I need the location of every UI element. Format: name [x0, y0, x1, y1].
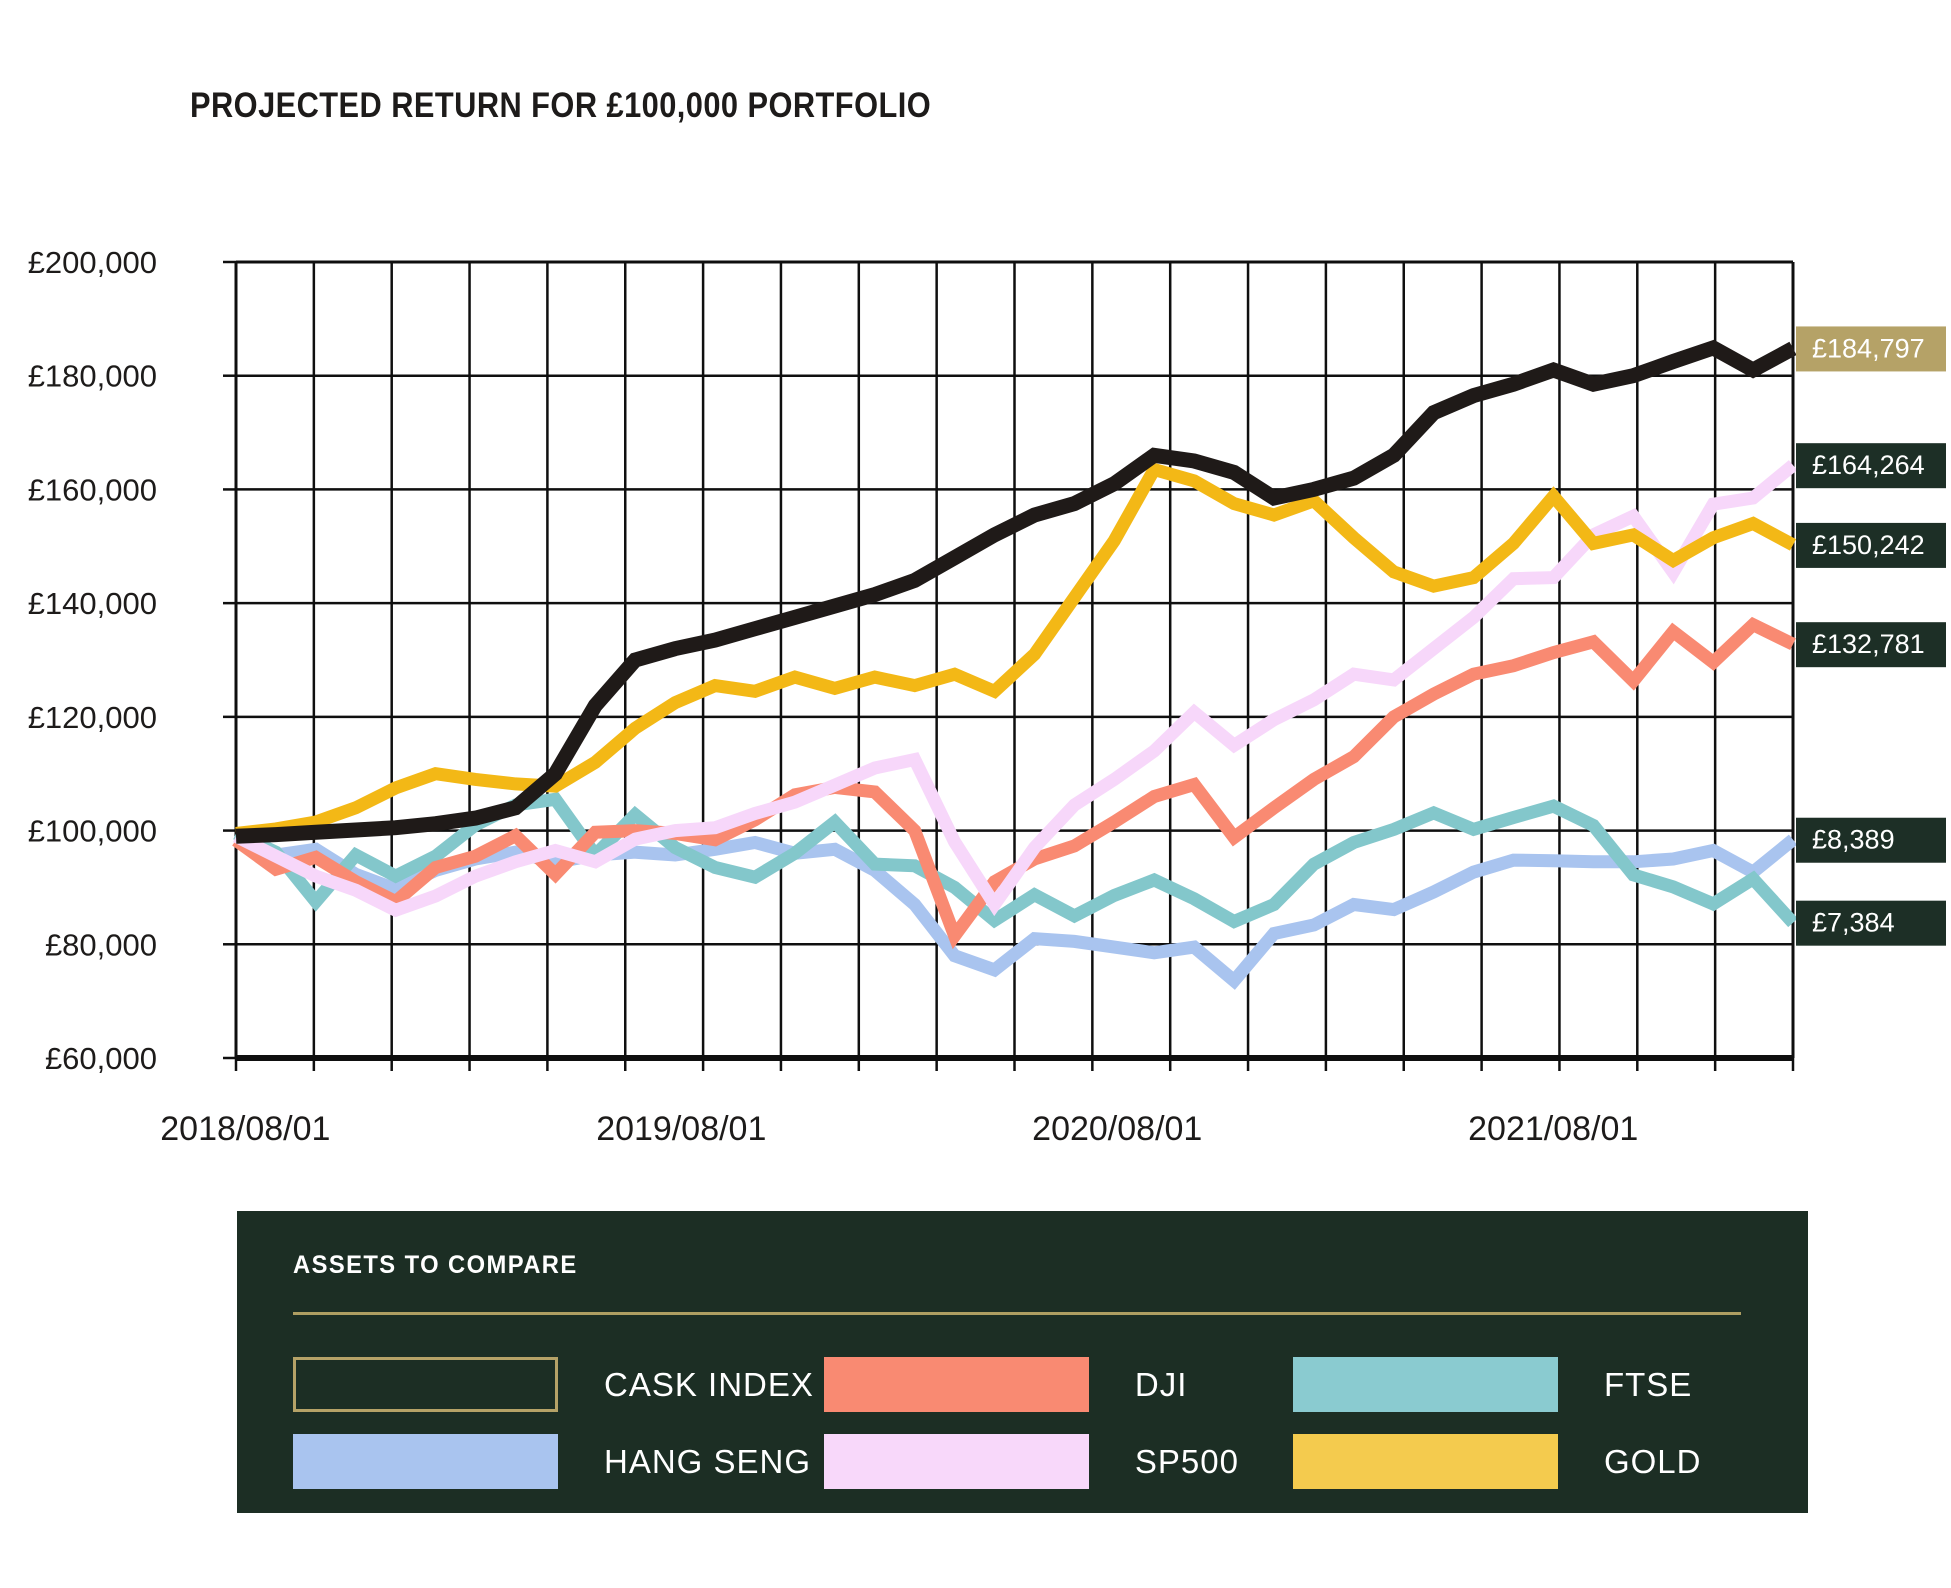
legend-item-dji[interactable]: DJI [823, 1357, 1283, 1412]
legend-item-sp500[interactable]: SP500 [823, 1434, 1283, 1489]
legend-swatch-dji [823, 1357, 1089, 1412]
legend-item-hang-seng[interactable]: HANG SENG [293, 1434, 814, 1489]
series-line-cask-index [235, 339, 1797, 844]
end-label-box-hang-seng [1796, 817, 1946, 863]
x-tick-label: 2021/08/01 [1468, 1110, 1638, 1148]
y-tick-label: £200,000 [28, 245, 157, 280]
end-label-cask-index: £184,797 [1812, 333, 1925, 363]
legend-item-gold[interactable]: GOLD [1292, 1434, 1752, 1489]
series-line-sp500 [233, 460, 1798, 918]
legend-item-ftse[interactable]: FTSE [1292, 1357, 1752, 1412]
legend-swatch-gold [1292, 1434, 1558, 1489]
legend-item-label: GOLD [1603, 1442, 1702, 1480]
x-tick-label: 2019/08/01 [596, 1110, 766, 1148]
legend-item-label: CASK INDEX [604, 1365, 814, 1403]
x-tick-label: 2020/08/01 [1032, 1110, 1202, 1148]
legend-panel: ASSETS TO COMPARE CASK INDEX DJI FTSE HANG … [237, 1211, 1808, 1513]
y-tick-label: £160,000 [28, 472, 157, 507]
y-tick-label: £80,000 [45, 927, 157, 962]
legend-item-label: SP500 [1134, 1442, 1239, 1480]
legend-item-cask-index[interactable]: CASK INDEX [293, 1357, 814, 1412]
legend-item-label: HANG SENG [604, 1442, 812, 1480]
y-tick-label: £140,000 [28, 586, 157, 621]
legend-swatch-cask-index [293, 1357, 558, 1412]
end-label-ftse: £7,384 [1812, 908, 1895, 938]
x-tick-label: 2018/08/01 [160, 1110, 330, 1148]
legend-grid: CASK INDEX DJI FTSE HANG SENG SP500 GOLD [293, 1357, 1752, 1489]
y-tick-label: £120,000 [28, 700, 157, 735]
end-label-box-gold [1796, 522, 1946, 568]
y-tick-label: £100,000 [28, 814, 157, 849]
legend-item-label: FTSE [1603, 1365, 1693, 1403]
legend-swatch-ftse [1292, 1357, 1558, 1412]
series-line-gold [235, 461, 1797, 840]
page-title: PROJECTED RETURN FOR £100,000 PORTFOLIO [190, 86, 932, 125]
legend-item-label: DJI [1134, 1365, 1188, 1403]
end-label-dji: £132,781 [1812, 629, 1925, 659]
legend-swatch-hang-seng [293, 1434, 558, 1489]
y-tick-label: £180,000 [28, 359, 157, 394]
legend-swatch-sp500 [823, 1434, 1089, 1489]
end-label-gold: £150,242 [1812, 530, 1925, 560]
legend-divider [293, 1312, 1741, 1315]
portfolio-chart: £200,000 £180,000 £160,000 £140,000 £120,000… [28, 245, 1946, 1148]
end-label-box-cask-index [1796, 326, 1946, 372]
legend-heading: ASSETS TO COMPARE [293, 1251, 578, 1279]
end-label-box-ftse [1796, 900, 1946, 946]
end-label-box-sp500 [1796, 443, 1946, 489]
y-tick-label: £60,000 [45, 1041, 157, 1076]
end-label-sp500: £164,264 [1812, 450, 1925, 480]
end-label-hang-seng: £8,389 [1812, 825, 1895, 855]
series-line-hang-seng [233, 830, 1798, 990]
end-label-box-dji [1796, 622, 1946, 668]
